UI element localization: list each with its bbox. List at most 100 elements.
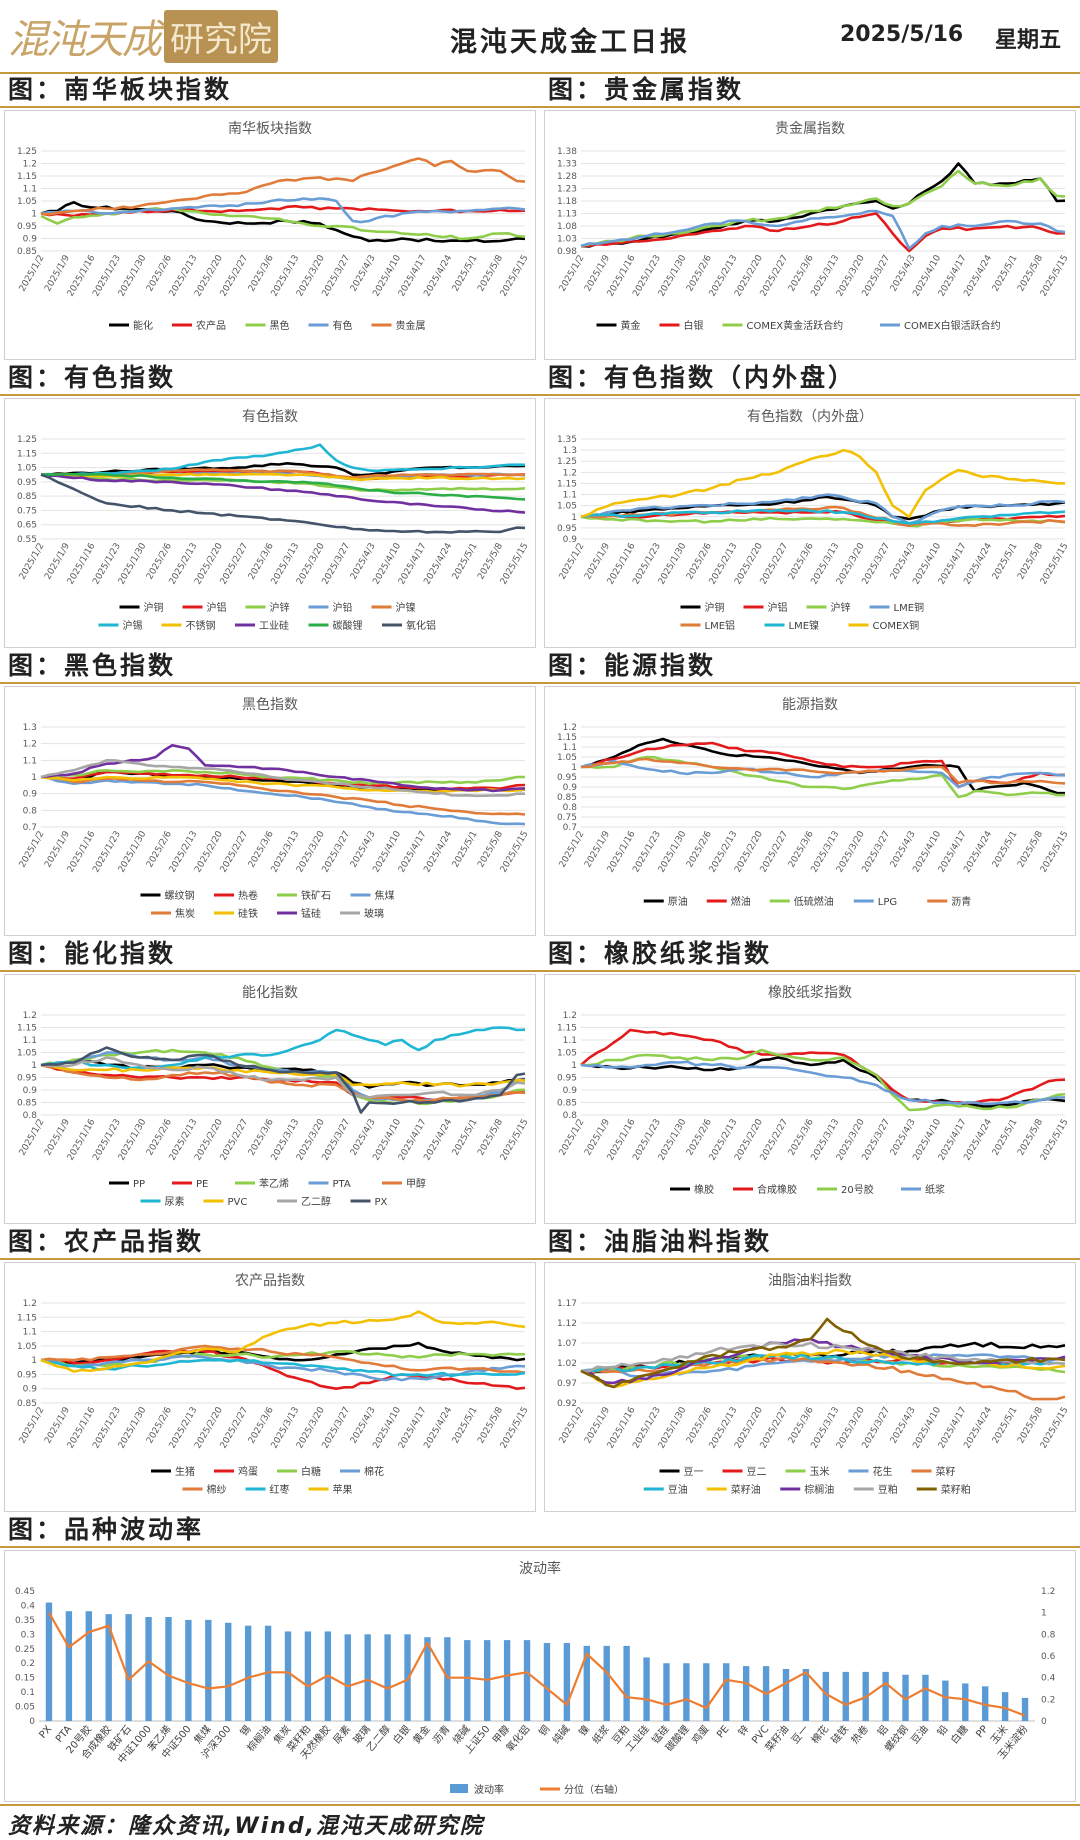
y-tick-label: 1 bbox=[31, 210, 37, 220]
series-line bbox=[580, 508, 1066, 525]
legend-label: 尿素 bbox=[165, 1195, 185, 1208]
series-line bbox=[580, 1337, 1066, 1385]
x-tick-label: 2025/4/3 bbox=[889, 830, 918, 870]
bar bbox=[802, 1669, 810, 1721]
chart-title: 橡胶纸浆指数 bbox=[768, 984, 852, 1001]
section-title-nonferrous-domestic-foreign: 图：有色指数（内外盘） bbox=[548, 363, 857, 392]
chart-title: 能源指数 bbox=[782, 697, 838, 713]
y-tick-label: 1.25 bbox=[17, 147, 37, 157]
series-line bbox=[40, 775, 526, 794]
legend-label: 焦煤 bbox=[375, 889, 395, 902]
x-tick-label: 黄金 bbox=[410, 1723, 433, 1747]
bar bbox=[623, 1645, 630, 1721]
x-tick-label: 2025/2/6 bbox=[685, 1405, 714, 1445]
y2-tick-label: 0 bbox=[1041, 1717, 1047, 1727]
y-tick-label: 1.28 bbox=[557, 172, 577, 182]
y-tick-label: 0.7 bbox=[23, 823, 37, 833]
x-tick-label: 锌 bbox=[735, 1723, 751, 1739]
legend-label: 黑色 bbox=[270, 319, 290, 332]
legend-label: 豆一 bbox=[684, 1466, 704, 1478]
legend-label: LPG bbox=[878, 897, 897, 908]
y-tick-label: 1.02 bbox=[557, 1359, 577, 1369]
chart-precious-metals: 贵金属指数 0.98 1.03 1.08 1.13 1.18 1.23 1.28 1.33 1.3… bbox=[544, 110, 1076, 360]
section-divider bbox=[0, 970, 1080, 972]
legend-label: 菜籽油 bbox=[731, 1483, 761, 1496]
bar bbox=[284, 1631, 292, 1721]
y2-tick-label: 1.2 bbox=[1041, 1587, 1055, 1597]
legend-label: 棉花 bbox=[364, 1465, 384, 1478]
x-tick-label: 2025/5/1 bbox=[451, 1406, 480, 1446]
series-line bbox=[40, 1344, 526, 1374]
chart-volatility: 波动率 0 0.05 0.1 0.15 0.2 0.25 0.3 0.35 0.4 0.45 0 0.2… bbox=[4, 1550, 1076, 1802]
y-tick-label: 1.2 bbox=[23, 1299, 37, 1309]
x-tick-label: 2025/3/6 bbox=[247, 541, 276, 581]
legend-label: 豆油 bbox=[668, 1483, 688, 1496]
legend-label: 鸡蛋 bbox=[238, 1465, 258, 1478]
y-tick-label: 0.25 bbox=[15, 1645, 35, 1655]
legend-label: 白银 bbox=[684, 319, 704, 332]
legend-label: 橡胶 bbox=[694, 1183, 714, 1196]
legend-label: PTA bbox=[333, 1179, 351, 1190]
series-line bbox=[40, 473, 526, 534]
y2-tick-label: 1 bbox=[1041, 1609, 1047, 1619]
x-tick-label: 镍 bbox=[576, 1723, 592, 1739]
series-line bbox=[40, 1348, 526, 1390]
x-tick-label: 2025/1/2 bbox=[18, 254, 47, 294]
x-tick-label: 2025/5/8 bbox=[1016, 829, 1045, 869]
y-tick-label: 1.2 bbox=[563, 1011, 577, 1021]
y-tick-label: 0.75 bbox=[17, 506, 37, 516]
chart-svg: 农产品指数0.850.90.9511.051.11.151.22025/1/22… bbox=[17, 1273, 531, 1496]
section-title-precious: 图：贵金属指数 bbox=[548, 75, 745, 104]
legend-label: LME铜 bbox=[894, 602, 925, 614]
x-tick-label: 2025/5/8 bbox=[1016, 253, 1045, 293]
y-tick-label: 1.35 bbox=[557, 435, 577, 445]
y-tick-label: 0.92 bbox=[557, 1399, 577, 1409]
chart-svg: 波动率 0 0.05 0.1 0.15 0.2 0.25 0.3 0.35 0.4 0.45 0 0.2… bbox=[15, 1560, 1056, 1796]
y-tick-label: 0.85 bbox=[17, 492, 37, 502]
series-line bbox=[580, 737, 1066, 795]
bar bbox=[503, 1640, 511, 1721]
x-tick-label: 2025/1/2 bbox=[558, 1118, 587, 1158]
y-tick-label: 1.05 bbox=[17, 464, 37, 474]
legend-label: 燃油 bbox=[731, 895, 751, 908]
legend-label: 沪铝 bbox=[768, 601, 788, 614]
y-tick-label: 1.1 bbox=[23, 1036, 37, 1046]
x-tick-label: 铜 bbox=[537, 1723, 553, 1738]
section-divider bbox=[0, 106, 1080, 108]
y-tick-label: 1.05 bbox=[557, 502, 577, 512]
y-tick-label: 0.85 bbox=[17, 1099, 37, 1109]
bar bbox=[225, 1622, 232, 1721]
section-title-energy: 图：能源指数 bbox=[548, 651, 717, 680]
y-tick-label: 0.95 bbox=[17, 1074, 37, 1084]
y-tick-label: 0.95 bbox=[17, 222, 37, 232]
legend-label: 沪镍 bbox=[396, 601, 416, 614]
legend-label: 不锈钢 bbox=[186, 619, 216, 632]
y-tick-label: 1.23 bbox=[557, 185, 577, 195]
y-tick-label: 0.9 bbox=[23, 235, 38, 245]
bar bbox=[523, 1640, 531, 1721]
y-tick-label: 1.17 bbox=[557, 1299, 577, 1309]
legend-label: 豆粕 bbox=[878, 1483, 898, 1496]
bar bbox=[1001, 1692, 1009, 1721]
series-line bbox=[40, 1358, 526, 1378]
bar bbox=[45, 1602, 53, 1721]
legend-label: 能化 bbox=[133, 319, 153, 332]
series-line bbox=[580, 755, 1065, 799]
legend-label: 生猪 bbox=[175, 1465, 195, 1478]
chart-svg: 有色指数 0.55 0.65 0.75 0.85 0.95 1.05 1.15 1.25 2025… bbox=[17, 408, 531, 632]
legend-label: 黄金 bbox=[621, 319, 641, 332]
legend-label: 铁矿石 bbox=[301, 889, 331, 902]
y-tick-label: 1 bbox=[31, 773, 37, 783]
series-line bbox=[40, 1063, 526, 1103]
chart-title: 能化指数 bbox=[242, 985, 298, 1001]
legend-label: COMEX黄金活跃合约 bbox=[747, 319, 844, 332]
chart-energy-chemical: 能化指数 0.8 0.85 0.9 0.95 1 1.05 1.1 1.15 1.2 2025/1/… bbox=[4, 974, 536, 1224]
x-tick-label: 2025/1/9 bbox=[583, 829, 612, 869]
y-tick-label: 0.55 bbox=[17, 535, 37, 545]
logo-seal: 研究院 bbox=[164, 9, 278, 63]
x-tick-label: 2025/5/8 bbox=[1016, 1405, 1045, 1445]
section-divider bbox=[0, 682, 1080, 684]
bar bbox=[464, 1640, 471, 1721]
y-tick-label: 0.1 bbox=[21, 1688, 35, 1698]
bar bbox=[822, 1671, 830, 1721]
